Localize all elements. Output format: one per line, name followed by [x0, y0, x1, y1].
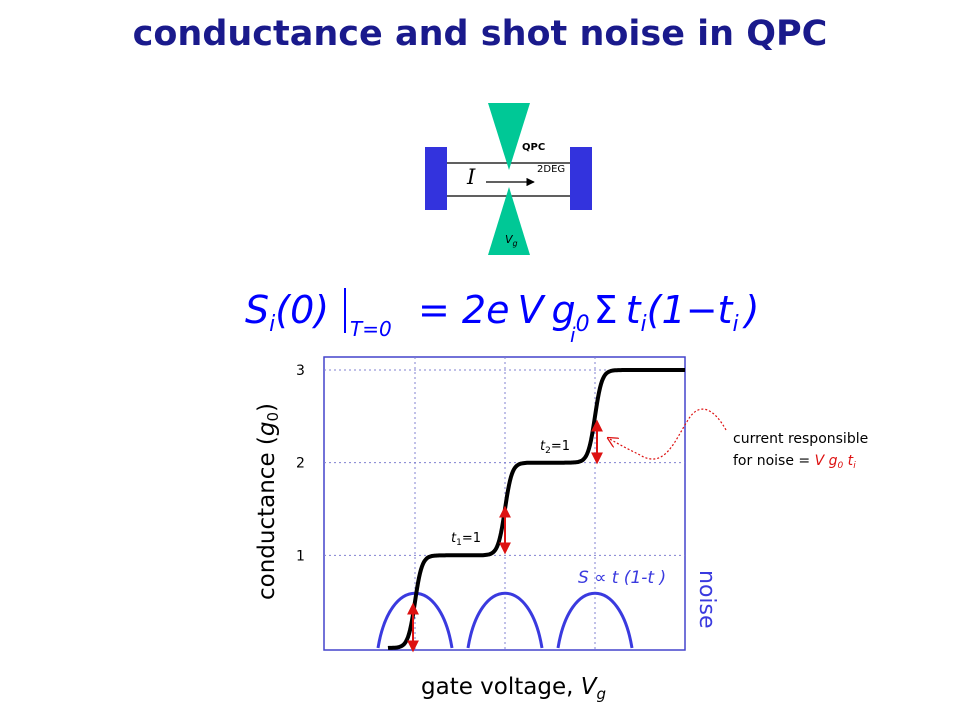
y-tick-1: 1 — [296, 548, 305, 564]
y-tick-2: 2 — [296, 456, 305, 472]
page-title: conductance and shot noise in QPC — [132, 14, 828, 54]
right-contact — [570, 147, 592, 210]
y-tick-3: 3 — [296, 363, 305, 379]
x-axis-label: gate voltage, Vg — [421, 674, 606, 703]
t2-label: t2=1 — [540, 439, 570, 456]
left-contact — [425, 147, 447, 210]
formula-lhs: Si(0) — [245, 288, 329, 337]
gate-voltage-label: Vg — [505, 233, 518, 248]
qpc-label: QPC — [522, 142, 545, 153]
2deg-label: 2DEG — [537, 164, 565, 175]
noise-formula: S ∝ t (1-t ) — [578, 568, 666, 588]
current-annotation: current responsible for noise = V g0 ti — [608, 408, 868, 471]
bottom-gate — [488, 187, 530, 255]
temperature-condition: T=0 — [350, 317, 392, 341]
noise-arc-3 — [556, 591, 634, 649]
qpc-device: I QPC 2DEG Vg — [425, 103, 592, 255]
top-gate — [488, 103, 530, 170]
annotation-line-2: for noise = V g0 ti — [733, 453, 856, 471]
y-axis-label: conductance (g0) — [254, 403, 282, 600]
y-tick-labels: 1 2 3 — [296, 363, 305, 564]
current-label: I — [466, 165, 476, 189]
conductance-curve — [387, 368, 685, 650]
noise-label: noise — [694, 570, 719, 629]
annotation-line-1: current responsible — [733, 431, 868, 447]
t1-label: t1=1 — [451, 531, 481, 548]
noise-arc-2 — [466, 591, 544, 649]
conductance-plot: 1 2 3 t1=1 t2=1 S ∝ t (1-t ) noise — [296, 356, 719, 653]
annotation-pointer — [608, 408, 727, 460]
sum-index: i — [570, 323, 576, 347]
transmission-arrows — [407, 419, 603, 653]
